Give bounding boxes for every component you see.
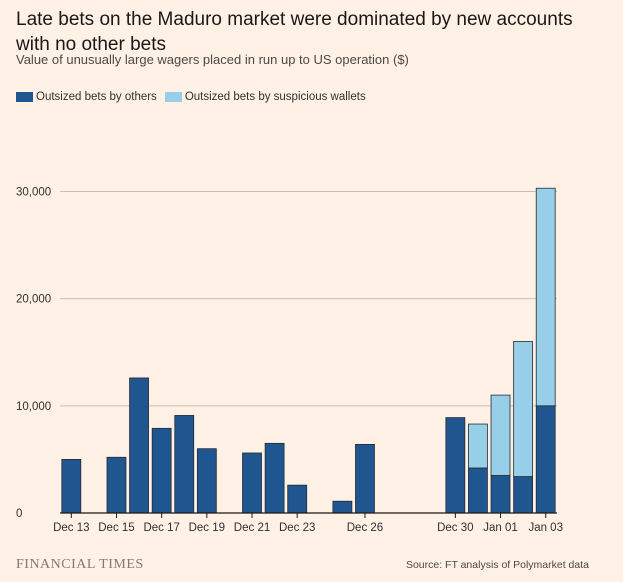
legend-swatch-others [16, 92, 33, 102]
bar-others [61, 459, 82, 514]
bar-others [445, 417, 466, 514]
legend-item-suspicious: Outsized bets by suspicious wallets [164, 91, 366, 103]
x-tick-label: Dec 13 [53, 522, 89, 534]
bar-others [535, 405, 556, 514]
bar-others [174, 415, 195, 514]
legend-label-others: Outsized bets by others [36, 91, 157, 103]
y-tick-label: 10,000 [16, 401, 51, 413]
x-tick-label: Dec 21 [234, 522, 270, 534]
bar-others [151, 427, 172, 514]
x-tick-label: Dec 30 [437, 522, 473, 534]
x-tick-label: Dec 23 [279, 522, 315, 534]
gridlines [60, 190, 557, 407]
bar-suspicious [513, 341, 534, 477]
bar-others [513, 476, 534, 514]
bar-others [332, 500, 353, 514]
legend-swatch-suspicious [164, 92, 182, 102]
axes: 0 10,000 20,000 30,000 Dec 13 Dec 15 Dec 17 Dec… [16, 186, 563, 534]
bar-others [196, 448, 217, 514]
source-note: Source: FT analysis of Polymarket data [405, 559, 589, 571]
bar-others [355, 443, 375, 514]
bar-others [129, 377, 149, 514]
bar-others [242, 452, 262, 514]
bar-others [106, 456, 127, 514]
x-tick-label: Dec 15 [98, 522, 134, 534]
x-tick-label: Jan 01 [483, 522, 518, 534]
bar-chart: 0 10,000 20,000 30,000 Dec 13 Dec 15 Dec 17 Dec… [16, 186, 563, 534]
bar-suspicious [490, 394, 511, 476]
y-tick-label: 20,000 [16, 294, 51, 306]
bar-others [490, 475, 511, 514]
legend-item-others: Outsized bets by others [16, 91, 157, 103]
legend-label-suspicious: Outsized bets by suspicious wallets [184, 91, 366, 103]
bar-others [264, 442, 285, 514]
bar-others [287, 484, 308, 514]
x-tick-label: Dec 19 [189, 522, 225, 534]
x-tick-label: Jan 03 [528, 522, 563, 534]
bars [61, 187, 556, 514]
chart-subtitle: Value of unusually large wagers placed i… [16, 52, 409, 67]
y-tick-label: 0 [16, 508, 22, 520]
bar-suspicious [535, 187, 556, 407]
y-tick-label: 30,000 [16, 186, 51, 198]
x-tick-label: Dec 26 [347, 522, 383, 534]
bar-suspicious [468, 423, 488, 469]
bar-others [468, 467, 488, 514]
chart-legend: Outsized bets by others Outsized bets by… [16, 91, 374, 103]
chart-title: Late bets on the Maduro market were domi… [16, 9, 573, 55]
x-tick-label: Dec 17 [143, 522, 179, 534]
ft-brand-logo: FINANCIAL TIMES [16, 557, 144, 572]
